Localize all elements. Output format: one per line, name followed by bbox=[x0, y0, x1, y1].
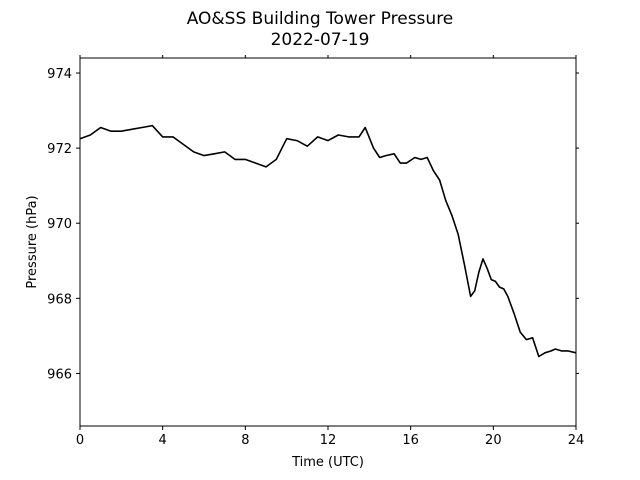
x-axis: 0 4 8 12 16 20 24 bbox=[76, 55, 584, 448]
x-tick-label: 4 bbox=[159, 433, 167, 448]
x-tick-label: 8 bbox=[241, 433, 249, 448]
plot-area bbox=[79, 57, 577, 427]
y-tick-label: 972 bbox=[47, 142, 72, 157]
x-tick-label: 12 bbox=[320, 433, 337, 448]
chart-title: AO&SS Building Tower Pressure bbox=[187, 9, 454, 29]
x-tick-label: 16 bbox=[402, 433, 419, 448]
y-tick-label: 970 bbox=[47, 217, 72, 232]
y-axis: 966 968 970 972 974 bbox=[47, 67, 579, 382]
y-axis-label: Pressure (hPa) bbox=[25, 195, 40, 288]
y-tick-label: 966 bbox=[47, 367, 72, 382]
x-axis-label: Time (UTC) bbox=[291, 455, 364, 470]
pressure-series-line bbox=[79, 124, 577, 358]
x-tick-label: 20 bbox=[485, 433, 502, 448]
y-tick-label: 968 bbox=[47, 292, 72, 307]
chart-subtitle: 2022-07-19 bbox=[271, 30, 370, 50]
y-tick-label: 974 bbox=[47, 67, 72, 82]
x-tick-label: 0 bbox=[76, 433, 84, 448]
x-tick-label: 24 bbox=[568, 433, 585, 448]
